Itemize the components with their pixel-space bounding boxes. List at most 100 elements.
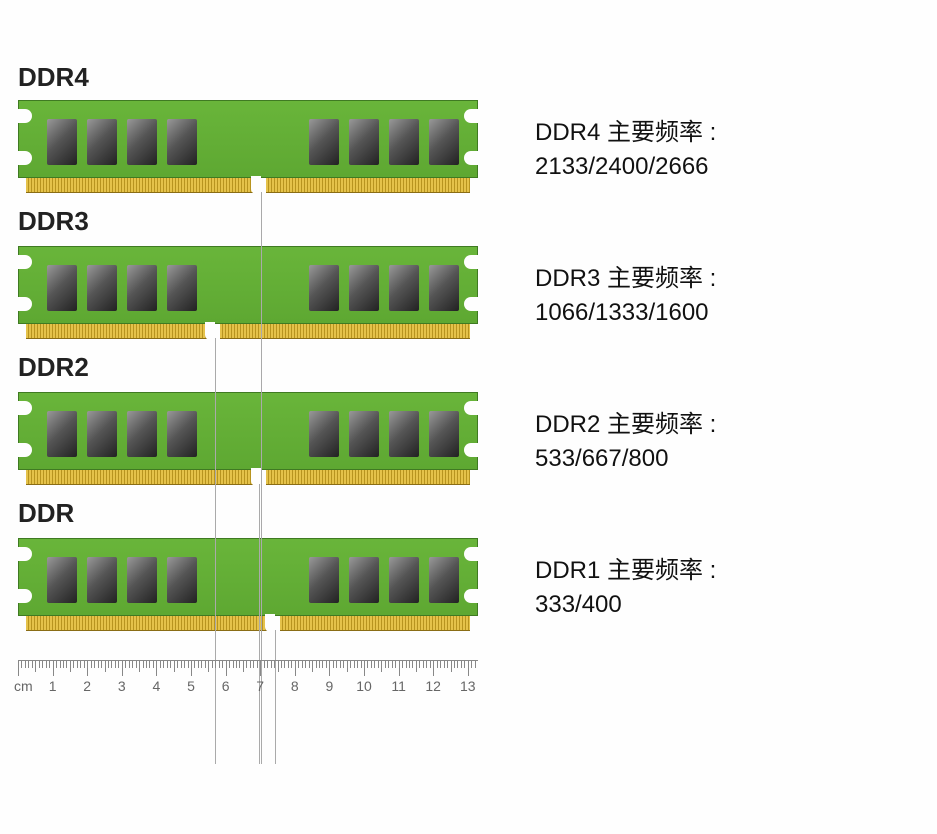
ruler-tick [423,660,424,668]
ruler-tick [215,660,216,668]
ruler-tick [305,660,306,668]
ruler-tick [430,660,431,668]
ruler-tick [66,660,67,668]
ruler-tick [143,660,144,668]
ruler-tick [156,660,157,676]
ruler-tick [309,660,310,668]
ddr-comparison-infographic: DDR4DDR4 主要频率 :2133/2400/2666DDR3DDR3 主要… [0,0,937,834]
ram-chip [429,557,459,603]
ruler-tick [146,660,147,668]
ruler-tick [239,660,240,668]
ruler-tick [361,660,362,668]
ram-chip [429,411,459,457]
ruler-tick [402,660,403,668]
ruler-tick [18,660,19,676]
ruler-tick [87,660,88,676]
ram-chip [349,119,379,165]
ruler-number: 6 [222,678,230,694]
ram-chip [167,557,197,603]
ruler-tick [170,660,171,668]
ruler-tick [222,660,223,668]
ddr2-frequency-block: DDR2 主要频率 :533/667/800 [535,404,915,473]
ruler-tick [63,660,64,668]
ruler-tick [73,660,74,668]
ddr2-label: DDR2 [18,352,89,383]
ruler-tick [298,660,299,668]
ram-chip [389,119,419,165]
ruler-tick [257,660,258,668]
ruler-tick [271,660,272,668]
ruler-tick [201,660,202,668]
ddr4-module [18,100,478,196]
cm-ruler: cm12345678910111213 [18,660,478,700]
ruler-tick [267,660,268,668]
ruler-tick [447,660,448,668]
ddr1-frequency-block: DDR1 主要频率 :333/400 [535,550,915,619]
contact-segment [26,470,254,485]
ruler-tick [399,660,400,676]
ddr1-label: DDR [18,498,74,529]
freq-title: DDR4 主要频率 : [535,112,915,147]
ruler-tick [374,660,375,668]
ruler-tick [461,660,462,668]
contact-segment [266,178,470,193]
ram-chip [47,557,77,603]
freq-values: 333/400 [535,591,915,619]
freq-title: DDR3 主要频率 : [535,258,915,293]
ruler-tick [260,660,261,676]
ram-pcb [18,246,478,324]
ram-chip [309,265,339,311]
notch-guide-line [215,338,216,764]
ruler-number: 10 [356,678,372,694]
ddr2-module [18,392,478,488]
contact-segment [220,324,470,339]
ruler-tick [98,660,99,668]
contact-segment [280,616,470,631]
ruler-tick [115,660,116,668]
ruler-tick [454,660,455,668]
ruler-tick [357,660,358,668]
key-notch [251,176,261,194]
contact-segment [26,178,254,193]
ram-chip [349,557,379,603]
ram-chip [349,265,379,311]
ruler-tick [226,660,227,676]
ruler-number: 12 [425,678,441,694]
key-notch [265,614,275,632]
ram-chip [309,557,339,603]
chip-row [19,119,477,165]
ruler-tick [188,660,189,668]
ram-pcb [18,100,478,178]
ruler-number: 11 [391,678,406,694]
ruler-number: 9 [325,678,333,694]
gold-contacts [26,616,470,630]
ruler-tick [444,660,445,668]
ruler-tick [212,660,213,668]
ram-chip [87,119,117,165]
ruler-tick [291,660,292,668]
ram-chip [429,119,459,165]
ruler-tick [281,660,282,668]
ruler-tick [111,660,112,668]
ruler-tick [406,660,407,668]
ruler-tick [191,660,192,676]
ruler-tick [129,660,130,668]
ram-pcb [18,392,478,470]
ruler-tick [336,660,337,668]
gold-contacts [26,470,470,484]
ruler-tick [160,660,161,668]
ruler-tick [53,660,54,676]
ruler-tick [208,660,209,672]
ram-chip [127,265,157,311]
ruler-tick [219,660,220,668]
ruler-tick [21,660,22,668]
ruler-tick [278,660,279,672]
ruler-tick [319,660,320,668]
ruler-tick [412,660,413,668]
ruler-tick [302,660,303,668]
ruler-tick [340,660,341,668]
ruler-tick [177,660,178,668]
freq-values: 1066/1333/1600 [535,299,915,327]
ddr3-module [18,246,478,342]
ram-chip [87,411,117,457]
